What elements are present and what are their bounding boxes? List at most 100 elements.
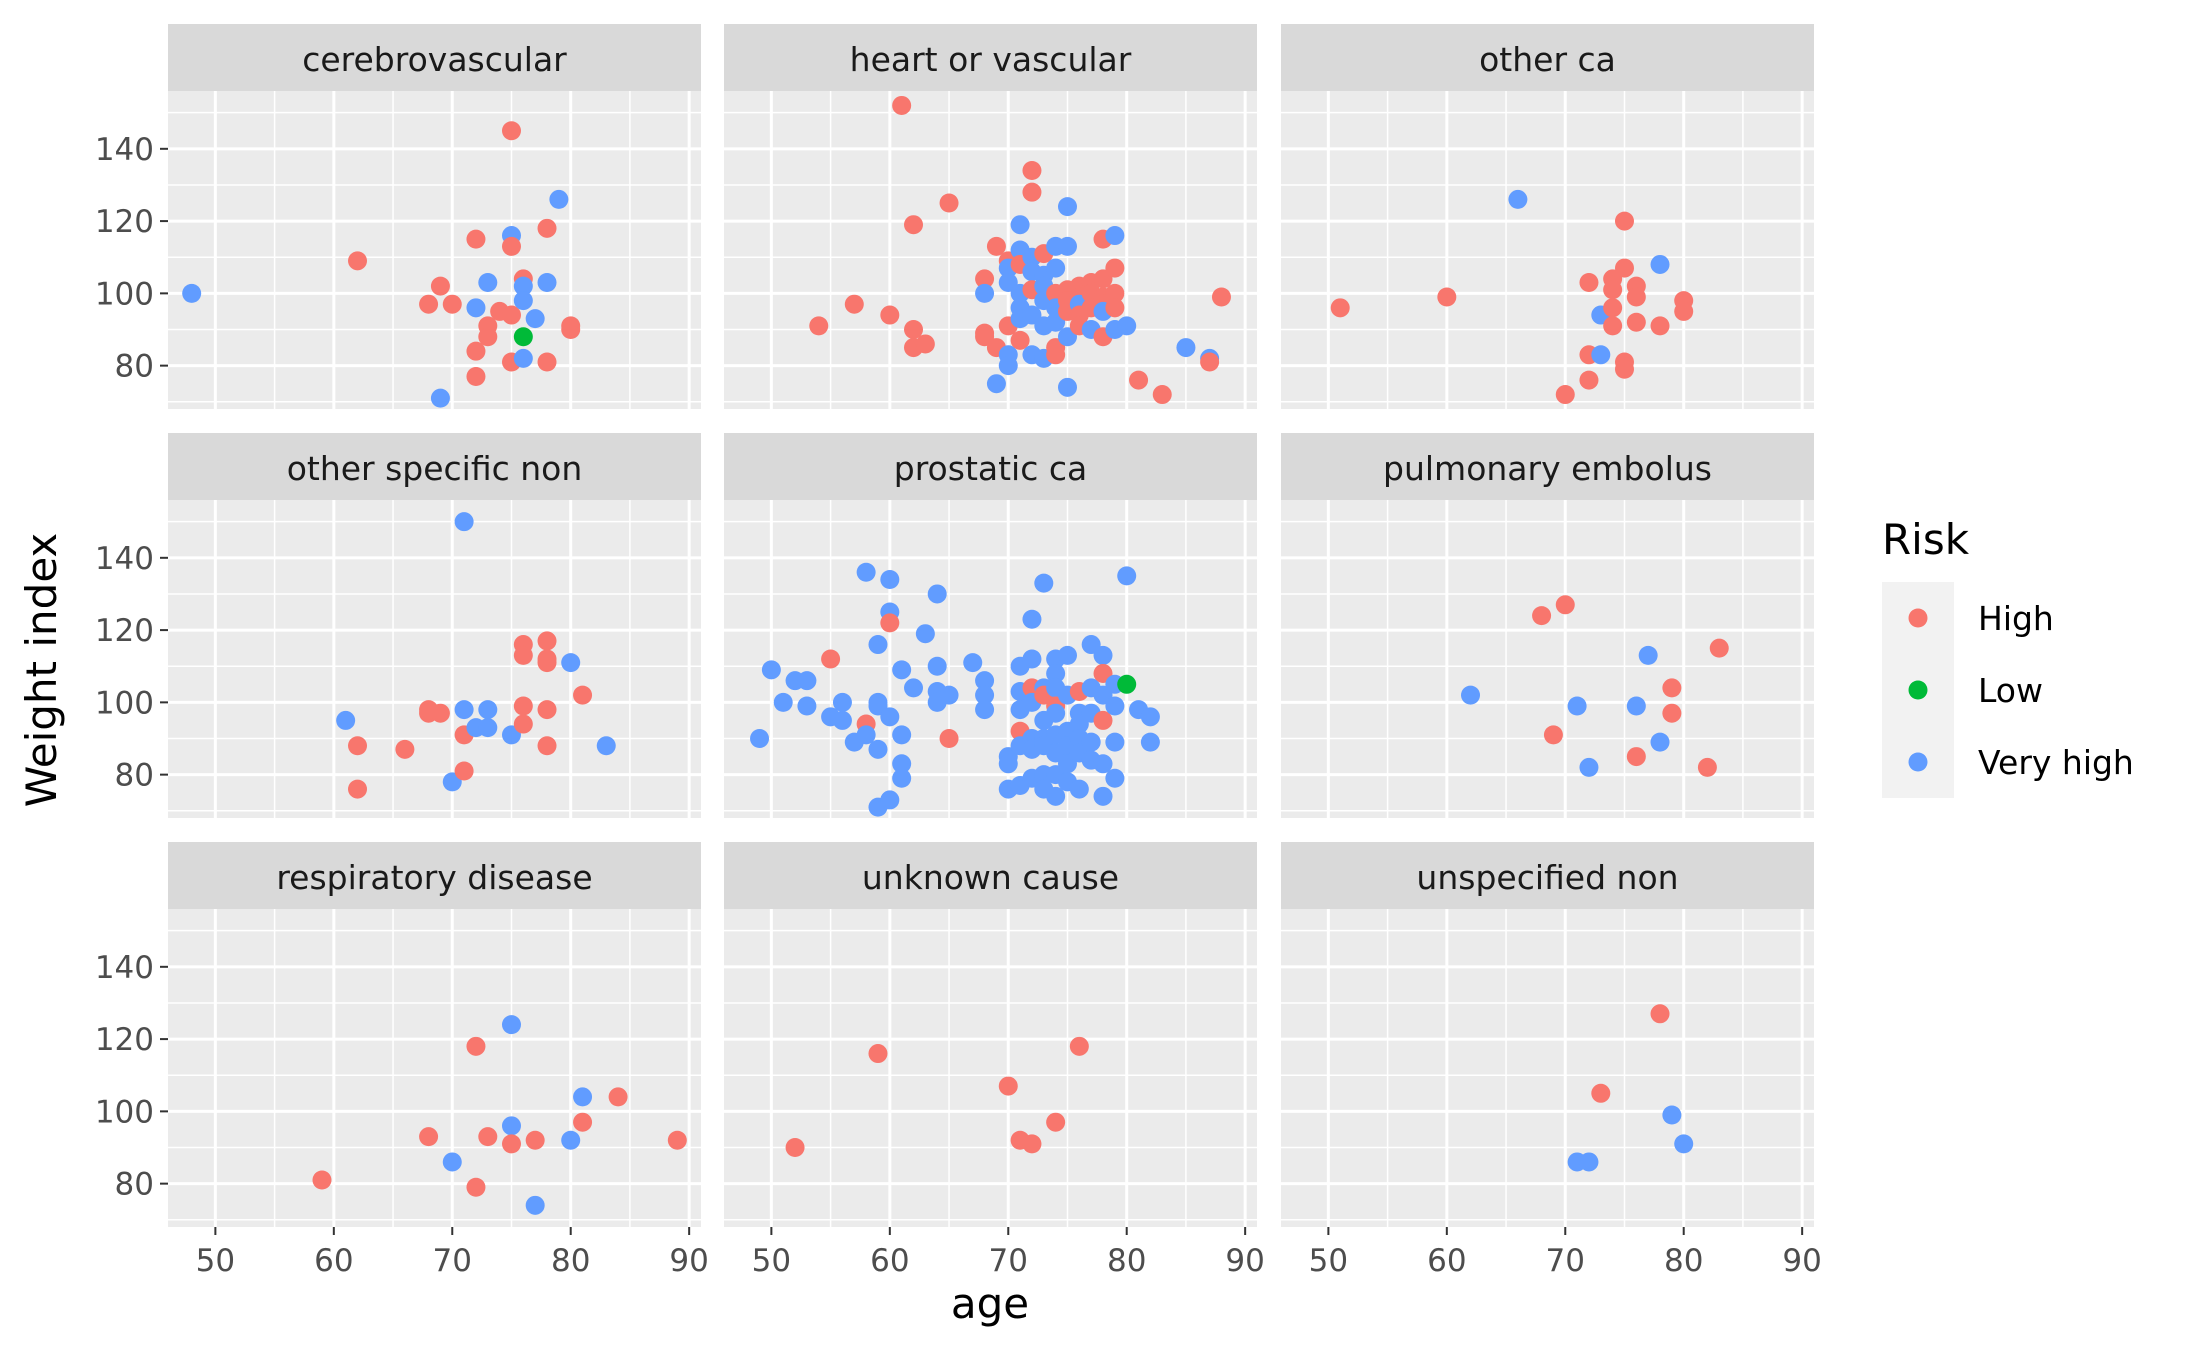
data-point	[478, 327, 498, 347]
data-point	[1057, 377, 1077, 397]
data-point	[998, 356, 1018, 376]
data-point	[1022, 649, 1042, 669]
facet-title: other specific non	[287, 449, 583, 488]
legend-key	[1908, 680, 1928, 700]
data-point	[927, 656, 947, 676]
legend-key	[1908, 752, 1928, 772]
data-point	[975, 685, 995, 705]
data-point	[395, 739, 415, 759]
data-point	[1579, 273, 1599, 293]
panel-background	[1281, 909, 1814, 1227]
data-point	[513, 714, 533, 734]
panel-background	[168, 91, 701, 409]
data-point	[1105, 696, 1125, 716]
data-point	[466, 1036, 486, 1056]
data-point	[537, 273, 557, 293]
data-point	[525, 309, 545, 329]
data-point	[797, 671, 817, 691]
facet-strip	[168, 433, 701, 500]
data-point	[1129, 370, 1149, 390]
facet-title: respiratory disease	[276, 858, 592, 897]
data-point	[478, 1127, 498, 1147]
data-point	[501, 1015, 521, 1035]
data-point	[1674, 301, 1694, 321]
data-point	[608, 1087, 628, 1107]
data-point	[975, 700, 995, 720]
data-point	[513, 276, 533, 296]
y-tick-label: 140	[95, 132, 154, 168]
data-point	[1579, 1152, 1599, 1172]
data-point	[939, 685, 959, 705]
data-point	[454, 512, 474, 532]
data-point	[1555, 385, 1575, 405]
data-point	[880, 305, 900, 325]
facet-strip	[1281, 24, 1814, 91]
data-point	[348, 779, 368, 799]
panel-background	[1281, 91, 1814, 409]
data-point	[1022, 161, 1042, 180]
x-tick-label: 60	[314, 1243, 353, 1279]
data-point	[478, 718, 498, 738]
x-tick-label: 80	[1107, 1243, 1146, 1279]
data-point	[1093, 786, 1113, 806]
data-point	[1046, 786, 1066, 806]
y-tick-label: 100	[95, 276, 154, 312]
data-point	[1105, 226, 1125, 246]
data-point	[430, 388, 450, 408]
facet-panel: unknown cause 50 60 70 80 90	[724, 842, 1265, 1279]
data-point	[561, 653, 581, 673]
data-point	[1057, 236, 1077, 256]
y-tick-label: 80	[115, 1167, 154, 1203]
data-point	[1591, 345, 1611, 365]
data-point	[1093, 710, 1113, 730]
points-group	[182, 121, 581, 408]
facet-panel: prostatic ca	[724, 433, 1257, 818]
data-point	[892, 754, 912, 774]
data-point	[1046, 703, 1066, 723]
panel-background	[724, 500, 1257, 818]
y-tick-label: 140	[95, 950, 154, 986]
data-point	[1046, 1112, 1066, 1132]
points-group	[809, 95, 1231, 405]
data-point	[1709, 638, 1729, 658]
y-tick-label: 100	[95, 1094, 154, 1130]
facet-title: pulmonary embolus	[1383, 449, 1712, 488]
y-tick-label: 80	[115, 349, 154, 385]
panel-background	[724, 909, 1257, 1227]
data-point	[1591, 1083, 1611, 1103]
data-point	[939, 193, 959, 213]
data-point	[182, 283, 202, 303]
data-point	[1330, 298, 1350, 318]
data-point	[537, 700, 557, 720]
data-point	[939, 729, 959, 748]
data-point	[1046, 345, 1066, 365]
data-point	[1057, 197, 1077, 217]
data-point	[892, 725, 912, 745]
facet-panel: cerebrovascular 80 100 120 140	[95, 24, 701, 409]
data-point	[1662, 678, 1682, 698]
facet-title: unknown cause	[862, 858, 1119, 897]
data-point	[1093, 754, 1113, 774]
facet-panel: heart or vascular	[724, 24, 1257, 409]
data-point	[904, 678, 924, 698]
x-tick-label: 50	[752, 1243, 791, 1279]
data-point	[525, 1195, 545, 1215]
data-point	[1603, 280, 1623, 300]
data-point	[998, 1076, 1018, 1096]
points-group	[1461, 595, 1729, 777]
data-point	[868, 635, 888, 655]
data-point	[1105, 258, 1125, 278]
data-point	[430, 703, 450, 723]
facet-strip	[724, 24, 1257, 91]
points-group	[750, 562, 1160, 817]
facet-panel: unspecified non 50 60 70 80 90	[1281, 842, 1822, 1279]
legend-label: High	[1978, 599, 2054, 638]
data-point	[1650, 732, 1670, 752]
y-axis-title: Weight index	[17, 533, 66, 808]
data-point	[501, 121, 521, 141]
data-point	[1579, 757, 1599, 777]
data-point	[561, 320, 581, 339]
data-point	[856, 725, 876, 745]
data-point	[1674, 1134, 1694, 1154]
data-point	[1614, 258, 1634, 278]
